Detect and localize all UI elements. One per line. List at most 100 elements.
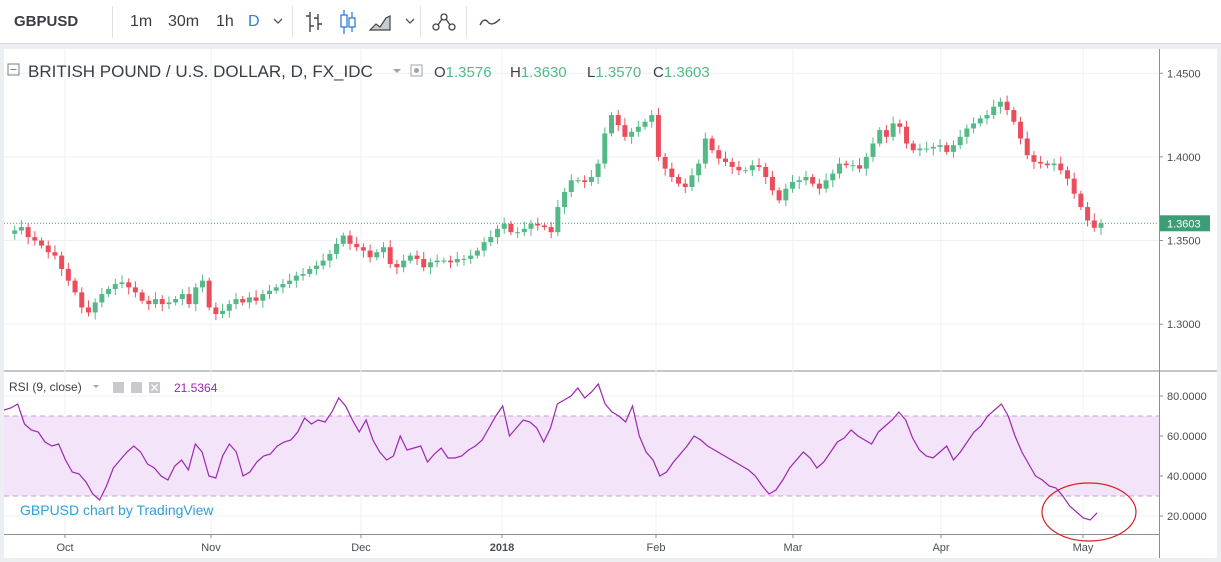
watermark[interactable]: GBPUSD chart by TradingView bbox=[20, 502, 214, 518]
eye-icon[interactable] bbox=[410, 64, 423, 77]
candle-body bbox=[508, 223, 514, 233]
rsi-axis[interactable]: 80.0000 60.0000 40.0000 20.0000 bbox=[1159, 391, 1207, 523]
candle-body bbox=[877, 130, 883, 144]
candle-body bbox=[360, 247, 366, 251]
candle-body bbox=[843, 163, 849, 166]
rsi-line bbox=[4, 382, 1098, 521]
candle-body bbox=[1091, 220, 1097, 228]
compare-icon[interactable] bbox=[478, 0, 502, 44]
candle-body bbox=[696, 163, 702, 176]
candle-body bbox=[260, 294, 266, 301]
ohlc-values: O1.3576 H1.3630 L1.3570 C1.3603 bbox=[434, 64, 710, 81]
candle-body bbox=[783, 188, 789, 201]
chevron-down-icon[interactable] bbox=[272, 0, 284, 44]
rsi-band-fill bbox=[4, 416, 1159, 496]
candle-body bbox=[347, 235, 353, 244]
candle-body bbox=[246, 297, 252, 303]
candle-body bbox=[334, 243, 340, 254]
price-tick-label: 1.4000 bbox=[1167, 152, 1201, 164]
price-tick-label: 1.4500 bbox=[1167, 68, 1201, 80]
rsi-value: 21.5364 bbox=[174, 381, 218, 395]
candle-body bbox=[722, 158, 728, 162]
candle-body bbox=[179, 294, 185, 300]
candle-body bbox=[488, 237, 494, 243]
candle-body bbox=[729, 161, 735, 167]
time-tick-label: Dec bbox=[351, 542, 371, 554]
candle-body bbox=[1098, 223, 1104, 228]
candle-body bbox=[32, 237, 38, 241]
chevron-down-icon[interactable] bbox=[393, 69, 401, 73]
high-label: H bbox=[510, 64, 521, 81]
candle-body bbox=[1051, 163, 1057, 166]
candle-body bbox=[287, 280, 293, 285]
candle-body bbox=[1085, 207, 1091, 221]
candle-body bbox=[320, 260, 326, 266]
settings-icon[interactable] bbox=[131, 382, 142, 393]
candle-body bbox=[106, 289, 112, 295]
last-price-label-bg bbox=[1160, 215, 1210, 232]
bar-style-icon[interactable] bbox=[304, 0, 324, 44]
eye-icon[interactable] bbox=[113, 382, 124, 393]
time-axis[interactable]: Oct Nov Dec 2018 Feb Mar Apr May bbox=[56, 534, 1094, 554]
candle-body bbox=[863, 156, 869, 169]
chevron-down-icon[interactable] bbox=[404, 0, 416, 44]
candle-body bbox=[280, 284, 286, 288]
candle-body bbox=[72, 280, 78, 293]
candle-body bbox=[461, 258, 467, 260]
chevron-down-icon[interactable] bbox=[93, 385, 99, 388]
area-style-icon[interactable] bbox=[368, 0, 392, 44]
symbol-search[interactable]: GBPUSD bbox=[14, 13, 79, 30]
candle-body bbox=[267, 290, 273, 295]
candle-style-icon[interactable] bbox=[338, 0, 358, 44]
rsi-legend[interactable]: RSI (9, close) 21.5364 bbox=[9, 380, 218, 395]
annotation-circle[interactable] bbox=[1041, 482, 1137, 542]
chart-panel[interactable]: 1.4500 1.4000 1.3500 1.3000 80.0000 60.0000 4… bbox=[4, 49, 1217, 558]
time-tick-label: Apr bbox=[932, 542, 949, 554]
candle-body bbox=[991, 106, 997, 116]
candle-body bbox=[394, 263, 400, 268]
interval-30m-button[interactable]: 30m bbox=[168, 13, 200, 30]
interval-d-button[interactable]: D bbox=[248, 13, 260, 30]
candle-body bbox=[515, 232, 521, 234]
legend[interactable]: BRITISH POUND / U.S. DOLLAR, D, FX_IDC O… bbox=[7, 62, 710, 81]
chart-svg[interactable]: 1.4500 1.4000 1.3500 1.3000 80.0000 60.0000 4… bbox=[4, 49, 1217, 558]
candle-body bbox=[897, 123, 903, 127]
candle-body bbox=[535, 223, 541, 226]
collapse-legend-icon[interactable] bbox=[7, 63, 20, 76]
candle-body bbox=[749, 165, 755, 171]
candle-body bbox=[39, 240, 45, 246]
candle-body bbox=[374, 252, 380, 258]
candle-body bbox=[562, 192, 568, 208]
candle-body bbox=[126, 282, 132, 288]
candle-body bbox=[414, 255, 420, 259]
candle-body bbox=[1011, 110, 1017, 122]
price-axis[interactable]: 1.4500 1.4000 1.3500 1.3000 bbox=[1159, 68, 1201, 331]
candle-body bbox=[642, 121, 648, 127]
last-price-label: 1.3603 bbox=[1167, 218, 1201, 230]
candle-body bbox=[139, 292, 145, 301]
candle-body bbox=[984, 115, 990, 119]
candle-body bbox=[300, 273, 306, 276]
candle-body bbox=[501, 223, 507, 229]
candle-body bbox=[1024, 138, 1030, 156]
candle-body bbox=[206, 280, 212, 308]
close-value: 1.3603 bbox=[664, 64, 710, 81]
candle-body bbox=[964, 128, 970, 137]
candle-body bbox=[407, 255, 413, 261]
candle-body bbox=[950, 145, 956, 152]
indicators-icon[interactable] bbox=[430, 0, 458, 44]
candle-body bbox=[481, 242, 487, 251]
candle-body bbox=[883, 130, 889, 137]
open-label: O bbox=[434, 64, 446, 81]
candle-body bbox=[233, 299, 239, 305]
candle-body bbox=[521, 228, 527, 233]
candle-body bbox=[548, 227, 554, 233]
candle-body bbox=[709, 138, 715, 151]
interval-1h-button[interactable]: 1h bbox=[216, 13, 234, 30]
toolbar-divider bbox=[112, 6, 113, 38]
interval-1m-button[interactable]: 1m bbox=[130, 13, 153, 30]
candle-body bbox=[381, 247, 387, 253]
candle-body bbox=[655, 115, 661, 157]
candle-body bbox=[676, 176, 682, 184]
candle-body bbox=[769, 176, 775, 191]
